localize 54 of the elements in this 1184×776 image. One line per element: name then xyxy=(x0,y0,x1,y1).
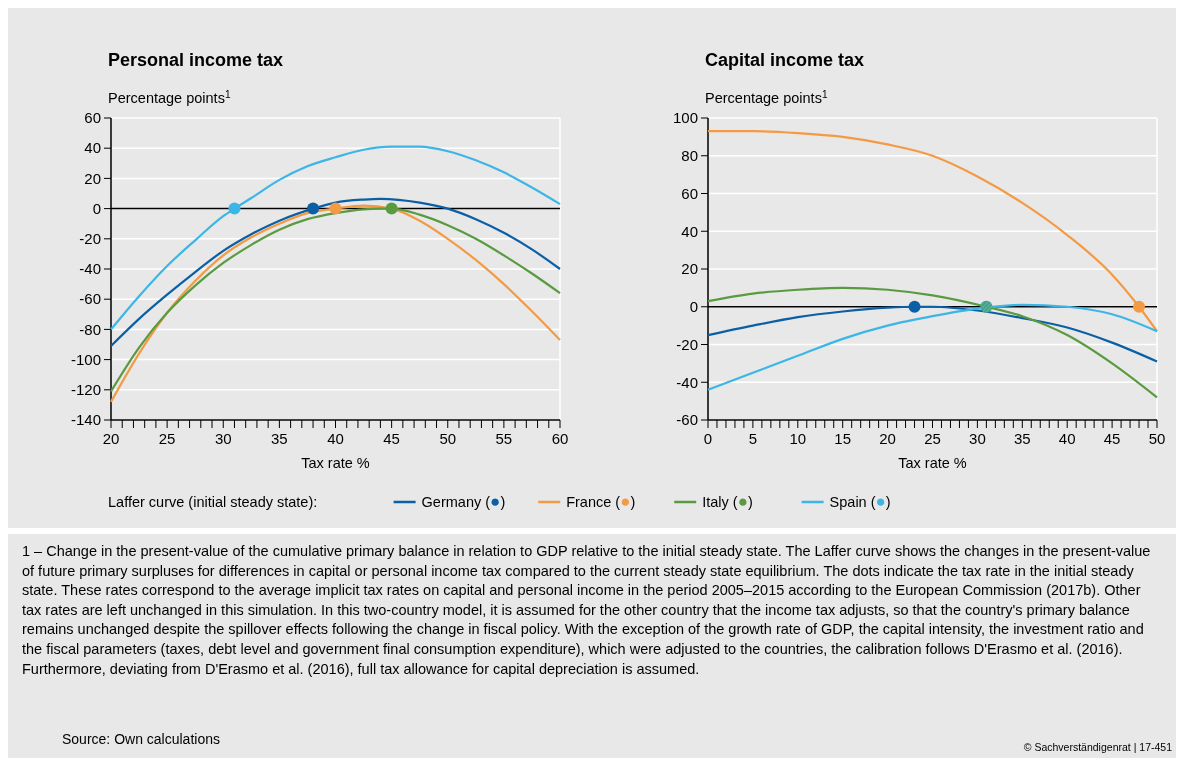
x-tick-label: 25 xyxy=(924,430,941,447)
y-tick-label: -120 xyxy=(70,381,101,399)
y-tick-label: 40 xyxy=(681,222,698,240)
text: © Sachverständigenrat | 17-451 xyxy=(1023,740,1172,755)
y-tick-label: -20 xyxy=(79,230,101,248)
x-tick-label: 35 xyxy=(271,430,288,447)
y-tick-label: 20 xyxy=(84,169,101,187)
text: 1 – Change in the present-value of the cumulative primary balance in relation to GDP relative to the initial steady state. The Laffer curve shows the changes in the present-value of future primary surpluses for differences in capital or personal income tax compared to the current steady state equilibrium. The dots indicate the tax rate in the initial steady state. These rates correspond to the average implicit tax rates on capital and personal income in the period 2005–2015 according to the European Commission (2017b). Other tax rates are left unchanged in this simulation. In this two-country model, it is assumed for the other country that the income tax adjusts, so that the country's primary balance remains unchanged despite the spillover effects following the change in fiscal policy. With the exception of the growth rate of GDP, the capital intensity, the investment ratio and the fiscal parameters (taxes, debt level and government final consumption expenditure), which were adjusted to the countries, the calibration follows D'Erasmo et al. (2016). Furthermore, deviating from D'Erasmo et al. (2016), full tax allowance for capital depreciation is assumed. xyxy=(22,542,1152,679)
y-tick-label: -40 xyxy=(676,373,698,391)
y-tick-label: -60 xyxy=(79,290,101,308)
x-tick-label: 25 xyxy=(158,430,176,447)
legend-label: France (●) xyxy=(566,492,636,512)
y-tick-label: 0 xyxy=(689,298,698,315)
y-tick-label: -80 xyxy=(79,320,101,338)
x-axis-title: Tax rate % xyxy=(301,455,370,471)
y-tick-label: -100 xyxy=(70,350,101,368)
y-tick-label: -20 xyxy=(676,335,698,353)
y-axis-title: Percentage points$^{1}$ xyxy=(705,88,828,106)
x-tick-label: 45 xyxy=(1103,430,1121,447)
legend-label: Germany (●) xyxy=(421,492,506,512)
x-tick-label: 30 xyxy=(969,430,986,447)
y-tick-label: -140 xyxy=(70,411,101,429)
x-tick-label: 50 xyxy=(1148,430,1166,447)
y-tick-label: 80 xyxy=(681,147,698,164)
x-tick-label: 40 xyxy=(327,430,344,447)
x-tick-label: 45 xyxy=(383,430,400,447)
legend-title: Laffer curve (initial steady state): xyxy=(108,494,318,511)
x-tick-label: 10 xyxy=(789,430,807,447)
y-tick-label: 100 xyxy=(672,109,698,127)
legend-label: Spain (●) xyxy=(829,492,891,512)
y-tick-label: 60 xyxy=(84,109,101,127)
x-tick-label: 55 xyxy=(495,430,513,447)
y-tick-label: -60 xyxy=(676,411,698,429)
chart-title: Capital income tax xyxy=(705,50,865,70)
x-tick-label: 20 xyxy=(879,430,896,447)
y-axis-title: Percentage points$^{1}$ xyxy=(108,88,231,106)
chart-title: Personal income tax xyxy=(108,50,284,70)
y-tick-label: 40 xyxy=(84,139,101,157)
x-tick-label: 0 xyxy=(703,430,713,447)
y-tick-label: 60 xyxy=(681,184,698,202)
x-tick-label: 30 xyxy=(214,430,232,447)
y-tick-label: -40 xyxy=(79,260,101,278)
x-tick-label: 60 xyxy=(551,430,569,447)
x-tick-label: 50 xyxy=(439,430,457,447)
x-tick-label: 20 xyxy=(102,430,120,447)
x-tick-label: 35 xyxy=(1013,430,1031,447)
y-tick-label: 0 xyxy=(92,199,101,217)
legend-label: Italy (●) xyxy=(702,492,753,512)
x-tick-label: 5 xyxy=(748,430,758,447)
x-tick-label: 40 xyxy=(1058,430,1076,447)
y-tick-label: 20 xyxy=(681,260,698,278)
x-tick-label: 15 xyxy=(834,430,852,447)
source-note: Source: Own calculations xyxy=(62,730,220,749)
x-axis-title: Tax rate % xyxy=(898,455,967,471)
